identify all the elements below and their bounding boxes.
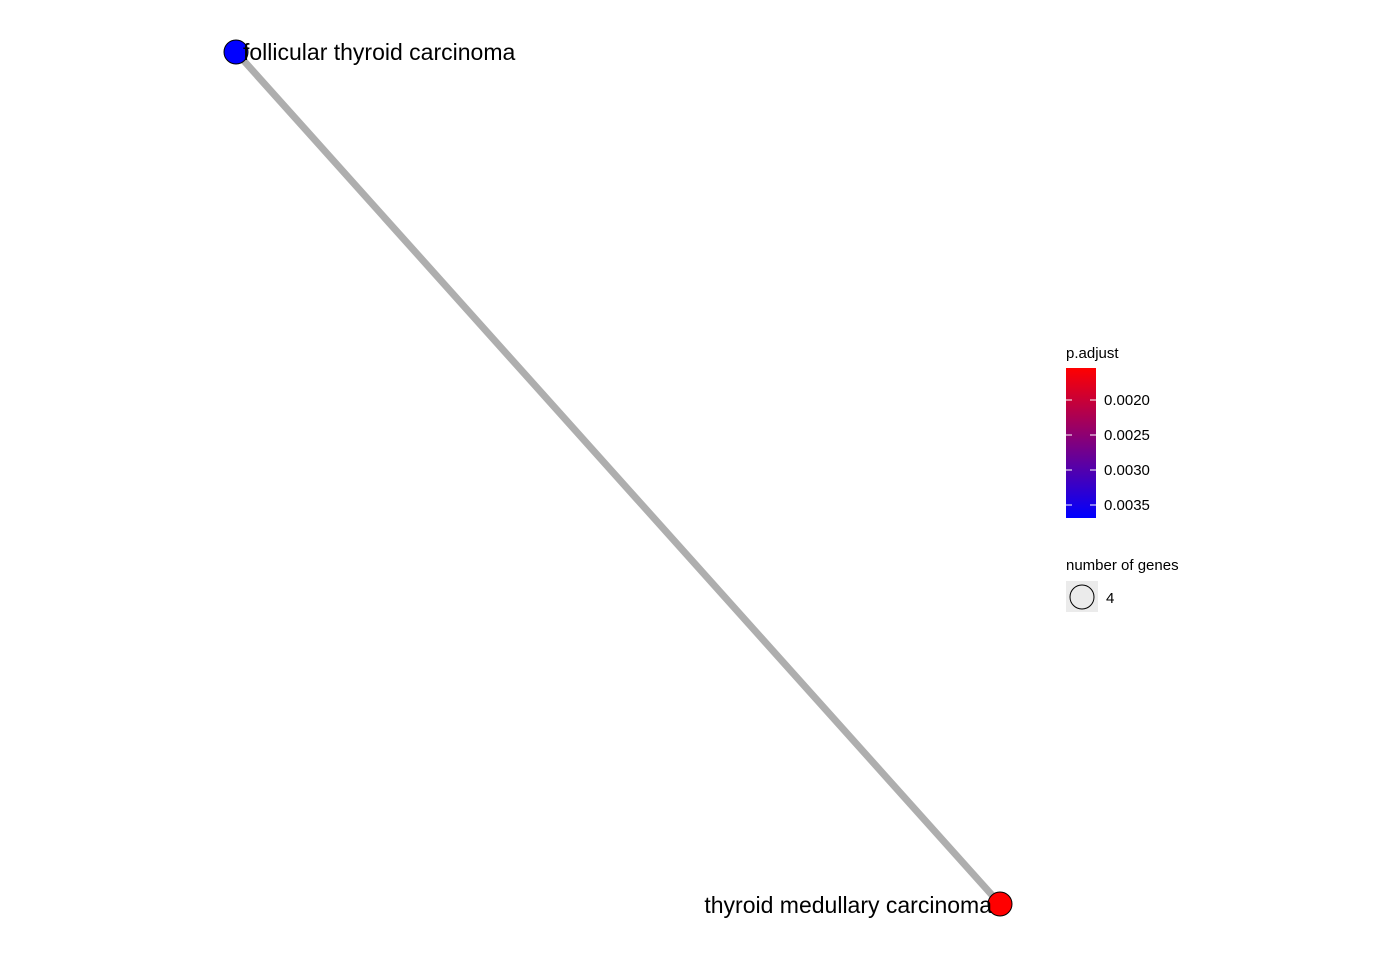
network-edge	[233, 49, 1003, 907]
size-legend-key-circle	[1069, 584, 1095, 610]
color-tick-label: 0.0025	[1104, 427, 1150, 444]
color-tick-label: 0.0020	[1104, 392, 1150, 409]
node-label: follicular thyroid carcinoma	[243, 39, 515, 65]
node-label: thyroid medullary carcinoma	[704, 892, 992, 918]
color-legend: p.adjust 0.0020 0.0025 0.0030 0.0035	[1066, 345, 1150, 518]
size-legend-value: 4	[1106, 590, 1114, 607]
size-legend-title: number of genes	[1066, 557, 1179, 574]
color-bar	[1066, 368, 1096, 518]
node-circle[interactable]	[987, 891, 1013, 917]
color-tick-label: 0.0030	[1104, 462, 1150, 479]
network-node-follicular[interactable]: follicular thyroid carcinoma	[223, 39, 515, 65]
color-legend-title: p.adjust	[1066, 345, 1119, 362]
color-tick-label: 0.0035	[1104, 497, 1150, 514]
size-legend: number of genes 4	[1066, 557, 1179, 612]
node-circle[interactable]	[223, 39, 249, 65]
network-node-medullary[interactable]: thyroid medullary carcinoma	[704, 891, 1013, 918]
